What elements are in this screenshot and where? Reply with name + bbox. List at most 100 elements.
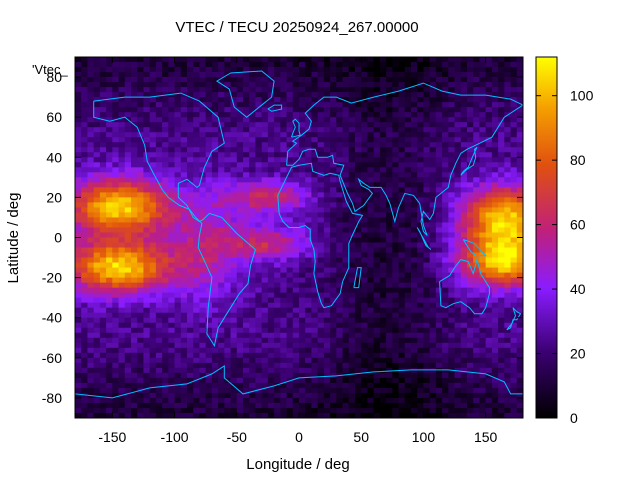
heatmap-cell [243,262,250,268]
heatmap-cell [305,157,312,163]
heatmap-cell [435,127,443,133]
heatmap-cell [342,397,350,404]
heatmap-cell [348,392,356,399]
heatmap-cell [429,337,437,344]
heatmap-cell [274,117,281,123]
heatmap-cell [479,72,487,78]
heatmap-cell [342,102,350,108]
heatmap-cell [286,222,294,228]
heatmap-cell [243,252,250,258]
heatmap-cell [361,342,368,349]
heatmap-cell [267,242,275,248]
heatmap-cell [404,147,412,153]
heatmap-cell [93,392,101,399]
heatmap-cell [211,302,219,309]
heatmap-cell [180,182,188,188]
heatmap-cell [398,252,406,258]
heatmap-cell [361,407,368,414]
heatmap-cell [87,222,95,228]
heatmap-cell [199,62,207,68]
heatmap-cell [162,367,169,374]
heatmap-cell [411,142,418,148]
heatmap-cell [106,137,113,143]
heatmap-cell [423,57,431,63]
heatmap-cell [224,282,231,289]
heatmap-cell [311,312,319,319]
heatmap-cell [491,247,499,253]
heatmap-cell [199,372,207,379]
heatmap-cell [236,317,244,324]
heatmap-cell [187,322,194,329]
heatmap-cell [404,72,412,78]
heatmap-cell [155,282,163,289]
heatmap-cell [330,132,337,138]
heatmap-cell [442,382,449,389]
heatmap-cell [398,307,406,314]
heatmap-cell [299,282,306,289]
heatmap-cell [180,402,188,409]
heatmap-cell [211,397,219,404]
heatmap-cell [311,177,319,183]
heatmap-cell [367,322,375,329]
heatmap-cell [87,247,95,253]
heatmap-cell [398,232,406,238]
heatmap-cell [379,412,387,419]
heatmap-cell [361,72,368,78]
heatmap-cell [168,227,175,233]
heatmap-cell [137,192,144,198]
heatmap-cell [348,132,356,138]
heatmap-cell [442,277,449,284]
heatmap-cell [355,147,362,153]
heatmap-cell [361,317,368,324]
heatmap-cell [435,152,443,158]
heatmap-cell [448,147,455,153]
heatmap-cell [243,347,250,354]
heatmap-cell [174,347,182,354]
heatmap-cell [355,347,362,354]
heatmap-cell [124,297,132,304]
heatmap-cell [423,207,431,213]
heatmap-cell [311,112,319,118]
heatmap-cell [498,362,505,369]
heatmap-cell [131,77,138,83]
heatmap-cell [323,122,331,128]
heatmap-cell [286,142,294,148]
heatmap-cell [224,137,231,143]
heatmap-cell [218,242,225,248]
heatmap-cell [149,377,157,384]
heatmap-cell [224,407,231,414]
heatmap-cell [187,302,194,309]
heatmap-cell [367,102,375,108]
heatmap-cell [454,137,462,143]
heatmap-cell [473,387,480,394]
heatmap-cell [460,302,468,309]
heatmap-cell [392,382,399,389]
heatmap-cell [479,287,487,294]
heatmap-cell [435,182,443,188]
heatmap-cell [460,287,468,294]
heatmap-cell [292,382,300,389]
heatmap-cell [75,267,82,273]
heatmap-cell [361,412,368,419]
heatmap-cell [87,302,95,309]
heatmap-cell [386,322,393,329]
heatmap-cell [460,147,468,153]
heatmap-cell [243,302,250,309]
heatmap-cell [118,77,126,83]
heatmap-cell [230,202,238,208]
heatmap-cell [361,367,368,374]
heatmap-cell [236,237,244,243]
heatmap-cell [106,262,113,268]
heatmap-cell [112,212,119,218]
heatmap-cell [168,262,175,268]
heatmap-cell [236,202,244,208]
heatmap-cell [367,142,375,148]
heatmap-cell [342,127,350,133]
heatmap-cell [299,137,306,143]
heatmap-cell [454,362,462,369]
heatmap-cell [305,332,312,339]
heatmap-cell [460,352,468,359]
heatmap-cell [143,132,151,138]
heatmap-cell [317,282,325,289]
heatmap-cell [460,142,468,148]
